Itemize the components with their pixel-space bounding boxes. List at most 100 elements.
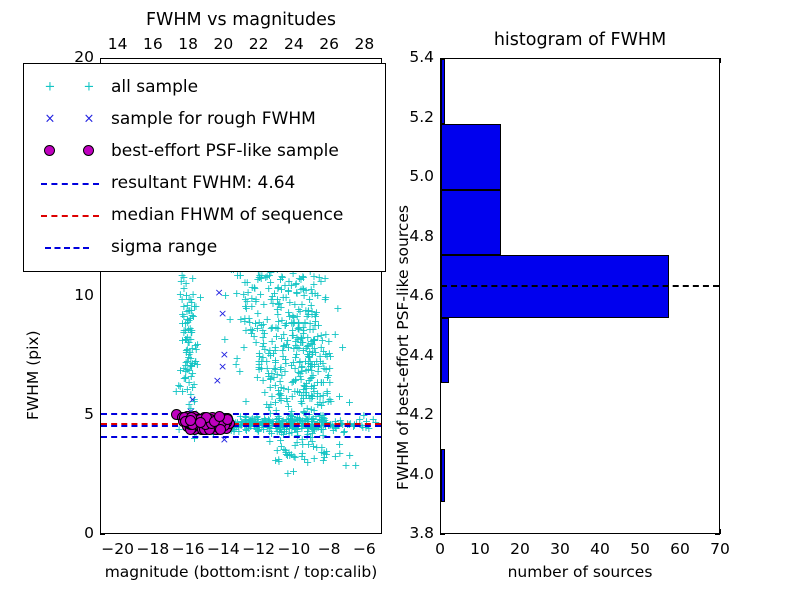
data-point-rough-sample: ×: [218, 359, 228, 373]
data-point-all-sample: +: [247, 292, 257, 306]
left-ytick: 5: [84, 405, 94, 423]
dashed-line-icon: [41, 215, 99, 217]
data-point-all-sample: +: [298, 320, 308, 334]
data-point-all-sample: +: [256, 272, 266, 286]
data-point-all-sample: +: [253, 424, 263, 438]
data-point-all-sample: +: [286, 447, 296, 461]
data-point-all-sample: +: [247, 280, 257, 294]
data-point-all-sample: +: [193, 337, 203, 351]
right-ytick: 5.2: [409, 107, 434, 126]
data-point-all-sample: +: [297, 297, 307, 311]
data-point-all-sample: +: [270, 341, 280, 355]
data-point-all-sample: +: [299, 404, 309, 418]
data-point-all-sample: +: [312, 355, 322, 369]
legend-box[interactable]: + + all sample × × sample for rough FWHM best-…: [23, 63, 386, 272]
data-point-all-sample: +: [299, 323, 309, 337]
data-point-all-sample: +: [279, 339, 289, 353]
data-point-all-sample: +: [186, 303, 197, 317]
left-xtick-bottom: −20: [101, 540, 134, 558]
data-point-all-sample: +: [319, 361, 329, 375]
data-point-all-sample: +: [301, 388, 312, 402]
data-point-all-sample: +: [186, 333, 196, 347]
data-point-all-sample: +: [280, 444, 291, 458]
right-ytick: 4.8: [409, 226, 434, 245]
data-point-all-sample: +: [279, 443, 289, 457]
data-point-all-sample: +: [297, 389, 307, 403]
data-point-all-sample: +: [292, 435, 302, 449]
data-point-all-sample: +: [322, 350, 332, 364]
data-point-all-sample: +: [181, 277, 191, 291]
left-xtick-top: 26: [319, 35, 339, 53]
legend-item-label: median FHWM of sequence: [111, 205, 344, 225]
right-ytick-mark-right: [715, 534, 720, 536]
right-ytick: 4.2: [409, 405, 434, 423]
legend-item[interactable]: sigma range: [33, 231, 376, 263]
data-point-all-sample: +: [302, 309, 312, 323]
legend-item[interactable]: + + all sample: [33, 71, 376, 103]
data-point-all-sample: +: [328, 424, 338, 438]
data-point-all-sample: +: [181, 365, 191, 379]
data-point-all-sample: +: [289, 310, 299, 324]
data-point-all-sample: +: [313, 318, 324, 332]
circle-icon: [83, 145, 94, 156]
data-point-all-sample: +: [307, 287, 317, 301]
data-point-all-sample: +: [301, 303, 311, 317]
data-point-all-sample: +: [240, 312, 250, 326]
data-point-all-sample: +: [318, 454, 328, 468]
histogram-bar: [441, 59, 445, 125]
left-xtick-top: 20: [213, 35, 234, 53]
data-point-all-sample: +: [312, 389, 322, 403]
legend-item[interactable]: resultant FWHM: 4.64: [33, 167, 376, 199]
plus-icon: +: [44, 79, 56, 95]
data-point-all-sample: +: [266, 275, 276, 289]
data-point-all-sample: +: [240, 276, 250, 290]
data-point-all-sample: +: [306, 359, 316, 373]
data-point-all-sample: +: [182, 354, 192, 368]
data-point-all-sample: +: [267, 289, 277, 303]
data-point-all-sample: +: [322, 370, 333, 384]
data-point-all-sample: +: [255, 350, 265, 363]
data-point-all-sample: +: [283, 383, 293, 397]
legend-item[interactable]: median FHWM of sequence: [33, 199, 376, 231]
legend-item[interactable]: best-effort PSF-like sample: [33, 135, 376, 167]
right-ytick: 4.4: [409, 345, 434, 364]
data-point-all-sample: +: [182, 312, 193, 326]
left-xtick-top: 18: [178, 35, 198, 53]
data-point-all-sample: +: [265, 349, 276, 363]
data-point-all-sample: +: [185, 311, 195, 325]
data-point-all-sample: +: [276, 360, 286, 374]
data-point-all-sample: +: [316, 398, 327, 412]
data-point-all-sample: +: [183, 322, 193, 336]
fwhm-histogram-plot[interactable]: [440, 58, 720, 534]
data-point-all-sample: +: [275, 374, 285, 388]
right-xtick: 10: [470, 540, 490, 558]
data-point-all-sample: +: [303, 349, 314, 363]
data-point-all-sample: +: [262, 313, 272, 327]
data-point-all-sample: +: [337, 341, 348, 355]
data-point-all-sample: +: [270, 362, 281, 376]
data-point-all-sample: +: [296, 331, 306, 345]
data-point-all-sample: +: [176, 274, 186, 288]
data-point-rough-sample: ×: [218, 307, 228, 321]
data-point-all-sample: +: [284, 309, 295, 323]
data-point-all-sample: +: [240, 314, 250, 328]
legend-item-label: resultant FWHM: 4.64: [111, 173, 296, 193]
data-point-all-sample: +: [324, 334, 334, 348]
data-point-all-sample: +: [266, 293, 276, 307]
data-point-all-sample: +: [183, 335, 193, 349]
data-point-all-sample: +: [306, 336, 316, 350]
data-point-all-sample: +: [297, 449, 307, 463]
data-point-all-sample: +: [183, 315, 193, 329]
data-point-all-sample: +: [292, 384, 303, 398]
data-point-all-sample: +: [181, 333, 192, 347]
data-point-all-sample: +: [184, 313, 194, 327]
data-point-all-sample: +: [287, 376, 297, 390]
legend-item[interactable]: × × sample for rough FWHM: [33, 103, 376, 135]
data-point-all-sample: +: [325, 349, 336, 363]
data-point-all-sample: +: [305, 355, 315, 369]
data-point-all-sample: +: [295, 304, 305, 318]
data-point-all-sample: +: [325, 376, 335, 390]
data-point-all-sample: +: [272, 367, 282, 381]
data-point-all-sample: +: [322, 386, 332, 400]
data-point-all-sample: +: [293, 316, 303, 330]
